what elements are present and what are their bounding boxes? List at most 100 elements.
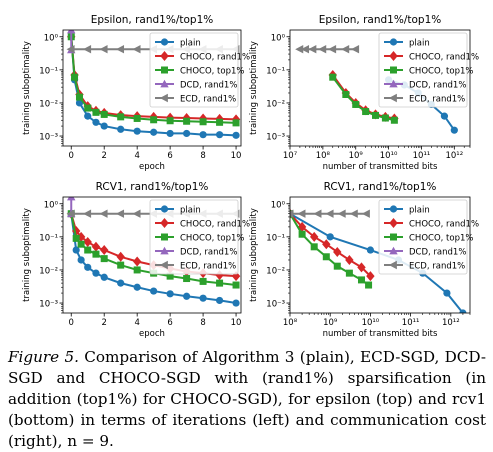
chart-panel-2: Epsilon, rand1%/top1% 10⁻³ 10⁻² 10⁻¹ 10⁰ 10⁷ 1… — [249, 14, 479, 172]
legend-entry: DCD, rand1% — [409, 81, 466, 91]
x-tick-label: 10¹² — [445, 151, 463, 161]
x-tick-label: 8 — [200, 151, 205, 161]
data-point — [100, 255, 108, 263]
legend-box — [149, 32, 239, 108]
legend-entry: CHOCO, top1% — [409, 234, 473, 244]
data-point — [199, 277, 207, 285]
data-point — [232, 131, 240, 139]
data-point — [232, 299, 240, 307]
data-point — [100, 122, 108, 130]
legend-entry: ECD, rand1% — [180, 262, 236, 272]
plot-frame — [62, 196, 242, 314]
data-point — [117, 113, 125, 121]
legend-entry: DCD, rand1% — [180, 248, 237, 258]
legend-swatch-marker — [161, 233, 168, 241]
data-point — [66, 209, 75, 218]
y-tick-label: 10⁻³ — [266, 133, 285, 143]
x-tick-label: 8 — [200, 318, 205, 328]
data-point — [215, 296, 224, 305]
data-point — [117, 125, 125, 133]
data-point — [290, 209, 294, 218]
data-point — [440, 112, 449, 120]
chart-title: Epsilon, rand1%/top1% — [319, 14, 442, 26]
figure-charts: Epsilon, rand1%/top1% 10⁻³ 10⁻² 10⁻¹ 10⁰ 0 2 4 6… — [22, 14, 479, 339]
data-point — [99, 209, 108, 218]
data-point — [318, 45, 327, 54]
legend-swatch-marker — [160, 246, 169, 255]
data-point — [308, 45, 317, 54]
x-tick-label: 10⁹ — [323, 318, 338, 328]
legend-entry: ECD, rand1% — [409, 95, 465, 105]
data-point — [84, 263, 92, 271]
legend-swatch-marker — [389, 38, 398, 46]
data-point — [183, 275, 191, 283]
data-point — [66, 45, 75, 54]
data-point — [357, 262, 366, 273]
data-point — [72, 246, 80, 254]
y-tick-label: 10⁻² — [39, 266, 58, 276]
data-point — [351, 45, 360, 54]
legend-entry: CHOCO, rand1% — [180, 53, 250, 63]
data-point — [67, 197, 76, 201]
legend-entry: CHOCO, top1% — [180, 234, 244, 244]
y-tick-label: 10⁻³ — [39, 133, 58, 143]
data-point — [99, 45, 108, 54]
data-point — [450, 126, 458, 134]
x-tick-label: 6 — [167, 318, 172, 328]
legend-swatch-marker — [161, 66, 168, 74]
data-point — [328, 45, 337, 54]
figure-caption: Figure 5. Comparison of Algorithm 3 (pla… — [8, 347, 486, 452]
legend-swatch-marker — [160, 38, 169, 46]
legend-swatch-marker — [389, 218, 398, 228]
data-point — [342, 90, 350, 98]
data-point — [166, 129, 174, 138]
data-point — [352, 100, 360, 108]
legend-swatch-marker — [160, 79, 169, 88]
x-tick-label: 10¹² — [442, 318, 460, 328]
y-tick-label: 10⁰ — [44, 200, 59, 210]
data-point — [71, 226, 81, 237]
data-point — [92, 108, 100, 116]
x-tick-label: 4 — [134, 318, 139, 328]
data-point — [199, 131, 207, 139]
data-point — [333, 262, 341, 270]
legend-swatch-marker — [160, 51, 169, 61]
data-point — [215, 131, 224, 139]
x-tick-label: 6 — [167, 151, 172, 161]
data-point — [150, 128, 158, 136]
data-point — [75, 93, 83, 101]
y-tick-label: 10⁻¹ — [266, 233, 285, 243]
chart-panel-4: RCV1, rand1%/top1% 10⁻³ 10⁻² 10⁻¹ 10⁰ 10⁸ 10⁹ 1… — [249, 181, 479, 339]
y-tick-label: 10⁻¹ — [39, 66, 58, 76]
data-point — [67, 30, 76, 34]
data-point — [133, 114, 141, 122]
data-point — [84, 112, 92, 120]
chart-legend: plain CHOCO, rand1% CHOCO, top1% DCD, rand1… — [149, 32, 250, 108]
data-point — [76, 231, 86, 242]
x-tick-label: 10⁸ — [283, 318, 298, 328]
data-point — [443, 289, 451, 297]
data-point — [361, 209, 370, 218]
data-point — [72, 234, 80, 242]
data-point — [300, 45, 310, 54]
y-tick-label: 10⁻¹ — [266, 66, 285, 76]
y-axis-label: training suboptimality — [22, 208, 32, 302]
legend-entry: CHOCO, rand1% — [409, 53, 479, 63]
data-point — [381, 114, 389, 122]
x-tick-label: 10¹¹ — [402, 318, 420, 328]
legend-entry: DCD, rand1% — [409, 248, 466, 258]
data-point — [83, 236, 92, 247]
data-point — [322, 239, 331, 250]
chart-panel-1: Epsilon, rand1%/top1% 10⁻³ 10⁻² 10⁻¹ 10⁰ 0 2 4 6… — [22, 14, 250, 172]
data-point — [365, 281, 373, 289]
data-point — [100, 245, 109, 256]
data-point — [132, 45, 141, 54]
x-tick-label: 4 — [134, 151, 139, 161]
legend-swatch-marker — [160, 205, 169, 213]
x-tick-label: 10¹⁰ — [362, 318, 380, 328]
y-tick-label: 10⁻³ — [266, 300, 285, 310]
data-point — [183, 129, 191, 138]
data-point — [132, 209, 141, 218]
data-point — [83, 45, 92, 54]
plot-frame — [289, 196, 471, 314]
